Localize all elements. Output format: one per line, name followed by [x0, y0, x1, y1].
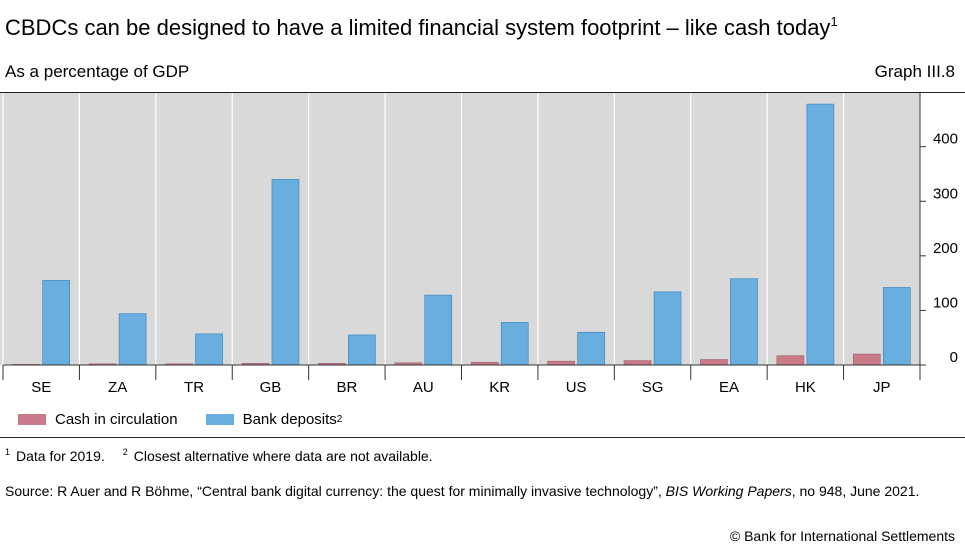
x-tick-label: EA	[719, 379, 739, 396]
legend-item-cash: Cash in circulation	[18, 411, 178, 428]
y-tick-label: 300	[933, 185, 958, 202]
chart-subtitle: As a percentage of GDP	[5, 62, 190, 81]
legend-label-deposits: Bank deposits	[242, 411, 337, 428]
bar-deposits-za	[118, 313, 147, 366]
y-tick-label: 400	[933, 131, 958, 148]
bar-deposits-se	[42, 280, 71, 366]
graph-number: Graph III.8	[874, 62, 955, 81]
bar-chart: SE ZA TR GB BR AU KR US SG EA HK JP 0 100 200 300 400	[0, 93, 958, 396]
bar-cash-jp	[852, 353, 881, 366]
legend-item-deposits: Bank deposits 2	[205, 411, 343, 428]
x-tick-label: AU	[413, 379, 434, 396]
title-footnote-marker: 1	[830, 14, 838, 29]
x-tick-label: BR	[336, 379, 357, 396]
legend-footnote-marker: 2	[336, 414, 343, 425]
legend-swatch-cash	[18, 414, 46, 425]
x-tick-label: SE	[31, 379, 51, 396]
x-tick-label: SG	[642, 379, 664, 396]
chart-title: CBDCs can be designed to have a limited …	[5, 14, 838, 41]
bar-deposits-kr	[500, 322, 529, 366]
source-publication: BIS Working Papers	[665, 483, 792, 499]
footnote-1-marker: 1	[5, 447, 11, 457]
source-note: Source: R Auer and R Böhme, “Central ban…	[5, 481, 960, 501]
x-tick-label: JP	[873, 379, 891, 396]
x-tick-label: ZA	[108, 379, 127, 396]
x-tick-label: US	[566, 379, 587, 396]
x-tick-label: KR	[489, 379, 510, 396]
bar-deposits-sg	[653, 291, 682, 366]
y-tick-label: 200	[933, 240, 958, 257]
footnotes: 1 Data for 2019. 2 Closest alternative wher…	[5, 447, 433, 464]
bar-cash-ea	[700, 359, 728, 366]
footnote-2-marker: 2	[122, 447, 128, 457]
bar-deposits-jp	[882, 287, 911, 366]
x-tick-label: HK	[795, 379, 816, 396]
source-prefix: Source: R Auer and R Böhme, “Central ban…	[5, 483, 666, 499]
x-tick-label: GB	[260, 379, 282, 396]
source-suffix: , no 948, June 2021.	[791, 483, 920, 499]
bar-cash-hk	[776, 355, 805, 366]
bar-deposits-gb	[271, 179, 300, 366]
x-tick-label: TR	[184, 379, 204, 396]
legend-swatch-deposits	[205, 414, 234, 425]
top-rule	[0, 92, 965, 93]
legend: Cash in circulation Bank deposits 2	[18, 411, 370, 428]
footnote-2-text: Closest alternative where data are not a…	[133, 448, 433, 464]
y-tick-label: 0	[950, 349, 958, 366]
bar-cash-sg	[623, 360, 652, 366]
footnote-rule	[0, 437, 965, 438]
bar-deposits-br	[348, 334, 376, 366]
copyright: © Bank for International Settlements	[729, 528, 955, 544]
bar-deposits-ea	[730, 278, 758, 366]
legend-label-cash: Cash in circulation	[55, 411, 178, 428]
y-tick-label: 100	[933, 294, 958, 311]
bar-deposits-hk	[806, 103, 835, 366]
footnote-1-text: Data for 2019.	[16, 448, 105, 464]
bar-deposits-tr	[195, 333, 223, 366]
bar-deposits-au	[424, 294, 453, 366]
chart-title-text: CBDCs can be designed to have a limited …	[5, 15, 831, 40]
bar-cash-us	[547, 360, 575, 366]
bar-deposits-us	[577, 331, 605, 366]
